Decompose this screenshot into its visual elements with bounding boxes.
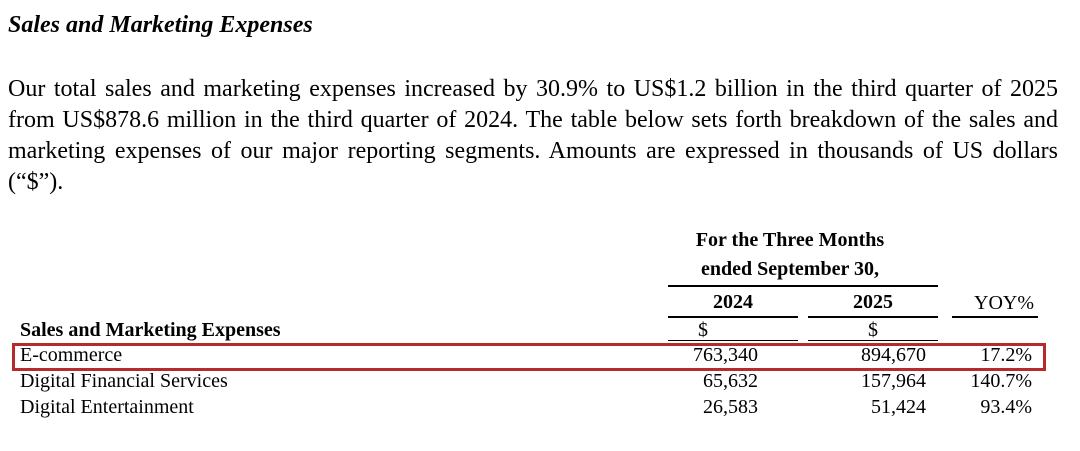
column-underline-yoy <box>952 316 1038 318</box>
section-heading: Sales and Marketing Expenses <box>8 12 313 38</box>
intro-paragraph: Our total sales and marketing expenses i… <box>8 76 1058 195</box>
row-value-2025: 51,424 <box>871 396 926 418</box>
row-label: Digital Entertainment <box>20 396 194 418</box>
column-header-yoy: YOY% <box>974 292 1034 314</box>
row-value-yoy: 93.4% <box>980 396 1032 418</box>
row-label: Digital Financial Services <box>20 370 228 392</box>
table-row-digital-entertainment: Digital Entertainment 26,583 51,424 93.4… <box>0 396 1080 423</box>
row-value-2025: 894,670 <box>861 344 926 366</box>
column-header-2024: 2024 <box>713 291 753 313</box>
table-section-label: Sales and Marketing Expenses <box>20 319 281 341</box>
table-row-ecommerce: E-commerce 763,340 894,670 17.2% <box>0 344 1080 371</box>
row-label: E-commerce <box>20 344 123 366</box>
row-value-2024: 763,340 <box>693 344 758 366</box>
currency-symbol-2025: $ <box>868 319 878 341</box>
table-row-digital-financial-services: Digital Financial Services 65,632 157,96… <box>0 370 1080 397</box>
period-underline <box>668 285 938 287</box>
row-value-yoy: 140.7% <box>970 370 1032 392</box>
column-underline-2024 <box>668 316 798 318</box>
row-value-2024: 65,632 <box>703 370 758 392</box>
currency-underline-2024 <box>668 340 798 341</box>
period-header-line1: For the Three Months <box>695 229 885 251</box>
currency-symbol-2024: $ <box>698 319 708 341</box>
row-value-2024: 26,583 <box>703 396 758 418</box>
row-value-2025: 157,964 <box>861 370 926 392</box>
column-header-2025: 2025 <box>853 291 893 313</box>
currency-underline-2025 <box>808 340 938 341</box>
ecommerce-highlight-box <box>12 343 1046 371</box>
period-header-line2: ended September 30, <box>701 258 879 280</box>
column-underline-2025 <box>808 316 938 318</box>
row-value-yoy: 17.2% <box>980 344 1032 366</box>
